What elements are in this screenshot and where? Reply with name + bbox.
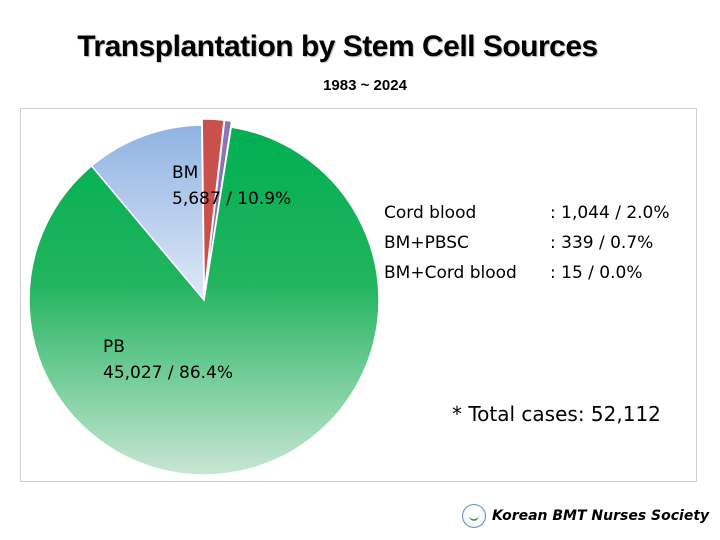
small-slices-legend: Cord blood : 1,044 / 2.0% BM+PBSC : 339 / …	[384, 198, 670, 288]
legend-name: BM+PBSC	[384, 233, 469, 253]
legend-row-bm-pbsc: BM+PBSC : 339 / 0.7%	[384, 228, 670, 258]
organization-name: Korean BMT Nurses Society	[492, 508, 710, 524]
pie-slice-pb	[28, 126, 380, 476]
legend-name: Cord blood	[384, 203, 477, 223]
legend-row-bm-cord-blood: BM+Cord blood : 15 / 0.0%	[384, 258, 670, 288]
footer: Korean BMT Nurses Society	[462, 503, 709, 529]
chart-frame	[20, 108, 697, 482]
total-cases: * Total cases: 52,112	[452, 402, 661, 426]
legend-row-cord-blood: Cord blood : 1,044 / 2.0%	[384, 198, 670, 228]
legend-value: : 339 / 0.7%	[550, 233, 654, 253]
pie-slice-bm	[90, 124, 205, 303]
society-logo-icon	[462, 504, 486, 528]
slice-label-pb-name: PB	[103, 337, 125, 357]
slice-label-pb-value: 45,027 / 86.4%	[103, 363, 234, 383]
legend-name: BM+Cord blood	[384, 263, 517, 283]
page-title: Transplantation by Stem Cell Sources	[77, 30, 598, 63]
legend-value: : 15 / 0.0%	[550, 263, 643, 283]
slice-label-bm-name: BM	[172, 163, 199, 183]
legend-value: : 1,044 / 2.0%	[550, 203, 670, 223]
chart-subtitle: 1983 ~ 2024	[323, 77, 407, 94]
slice-label-bm-value: 5,687 / 10.9%	[172, 189, 292, 209]
